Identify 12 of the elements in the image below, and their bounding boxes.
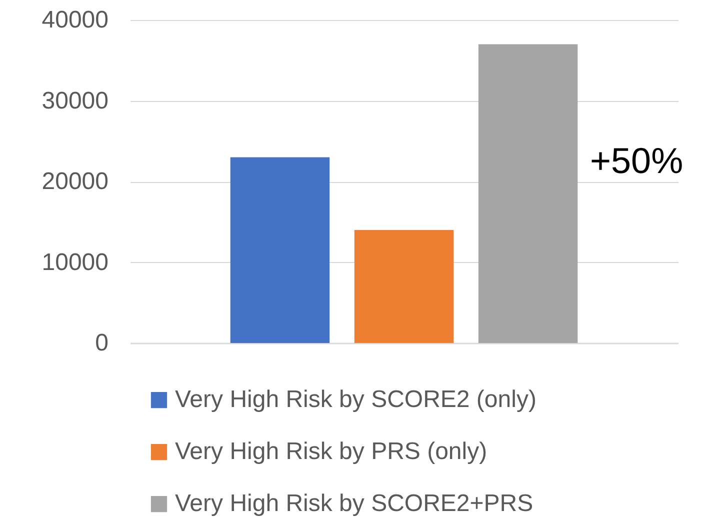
legend-label: Very High Risk by SCORE2+PRS xyxy=(175,490,534,517)
y-tick-label: 20000 xyxy=(42,168,108,195)
legend-label: Very High Risk by PRS (only) xyxy=(175,438,488,465)
legend-label: Very High Risk by SCORE2 (only) xyxy=(175,386,536,413)
y-tick-label: 40000 xyxy=(42,6,108,34)
bar xyxy=(230,157,330,343)
annotation: +50% xyxy=(590,140,684,181)
bar xyxy=(354,230,454,343)
y-tick-label: 0 xyxy=(95,330,108,356)
y-tick-label: 10000 xyxy=(42,248,108,276)
bar xyxy=(478,44,578,343)
y-tick-label: 30000 xyxy=(42,87,108,114)
